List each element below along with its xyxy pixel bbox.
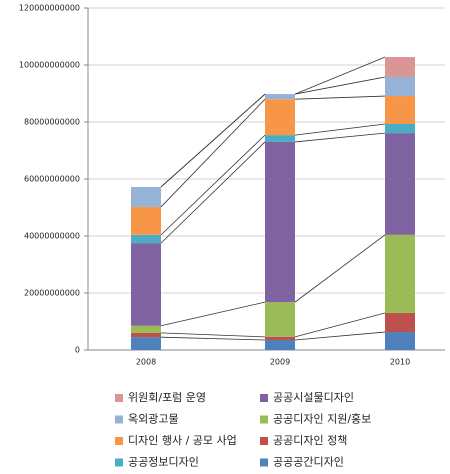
bar-segment bbox=[385, 123, 415, 134]
legend-swatch bbox=[115, 415, 123, 424]
series-line bbox=[294, 234, 386, 303]
y-tick-label: 0 bbox=[75, 346, 80, 355]
series-line bbox=[160, 141, 266, 244]
legend-label: 공공시설물디자인 bbox=[273, 391, 354, 404]
legend-label: 공공정보디자인 bbox=[128, 456, 199, 469]
series-line bbox=[160, 301, 266, 327]
bar-segment bbox=[385, 133, 415, 235]
legend-label: 디자인 행사 / 공모 사업 bbox=[128, 434, 237, 447]
series-line bbox=[160, 336, 266, 341]
legend-swatch bbox=[260, 458, 268, 467]
y-tick-label: 60000000000 bbox=[24, 175, 80, 184]
bar-segment bbox=[265, 302, 295, 337]
series-line bbox=[294, 56, 386, 95]
series-line bbox=[160, 332, 266, 338]
bar-segment bbox=[385, 76, 415, 97]
legend-swatch bbox=[115, 394, 123, 402]
bar-segment bbox=[131, 337, 161, 350]
legend-swatch bbox=[115, 437, 123, 445]
bar-segment bbox=[385, 57, 415, 77]
bar-segment bbox=[131, 332, 161, 338]
bar-segment bbox=[265, 99, 295, 136]
y-tick-label: 120000000000 bbox=[19, 4, 80, 13]
bar-segment bbox=[265, 340, 295, 350]
series-line bbox=[294, 95, 386, 100]
bar-segment bbox=[131, 234, 161, 244]
y-tick-label: 40000000000 bbox=[24, 232, 80, 241]
x-tick-label: 2009 bbox=[270, 358, 290, 367]
legend-swatch bbox=[260, 415, 268, 424]
bar-segment bbox=[385, 312, 415, 333]
bar-segment bbox=[385, 332, 415, 350]
series-line bbox=[294, 76, 386, 95]
legend-label: 공공공간디자인 bbox=[273, 456, 344, 469]
bar-segment bbox=[265, 141, 295, 303]
y-tick-label: 20000000000 bbox=[24, 289, 80, 298]
bar-segment bbox=[131, 206, 161, 235]
legend-label: 옥외광고물 bbox=[128, 413, 179, 426]
legend-swatch bbox=[260, 394, 268, 402]
bar-segment bbox=[385, 96, 415, 124]
bar-segment bbox=[131, 186, 161, 207]
series-line bbox=[160, 134, 266, 236]
x-tick-label: 2008 bbox=[136, 358, 156, 367]
legend-label: 공공디자인 지원/홍보 bbox=[273, 412, 371, 426]
series-line bbox=[294, 123, 386, 136]
series-line bbox=[294, 312, 386, 338]
bar-segment bbox=[265, 336, 295, 341]
legend-swatch bbox=[115, 458, 123, 467]
series-line bbox=[294, 132, 386, 143]
x-tick-label: 2010 bbox=[390, 358, 410, 367]
bar-segment bbox=[131, 243, 161, 326]
bar-segment bbox=[265, 135, 295, 142]
legend-swatch bbox=[260, 437, 268, 445]
legend-label: 공공디자인 정책 bbox=[273, 434, 347, 447]
legend-label: 위원회/포럼 운영 bbox=[128, 391, 206, 404]
series-line bbox=[160, 98, 266, 208]
y-tick-label: 80000000000 bbox=[24, 118, 80, 127]
bar-segment bbox=[131, 325, 161, 333]
y-tick-label: 100000000000 bbox=[19, 61, 80, 70]
series-line bbox=[160, 93, 266, 188]
bar-segment bbox=[265, 94, 295, 100]
series-line bbox=[294, 331, 386, 341]
bar-segment bbox=[385, 234, 415, 313]
